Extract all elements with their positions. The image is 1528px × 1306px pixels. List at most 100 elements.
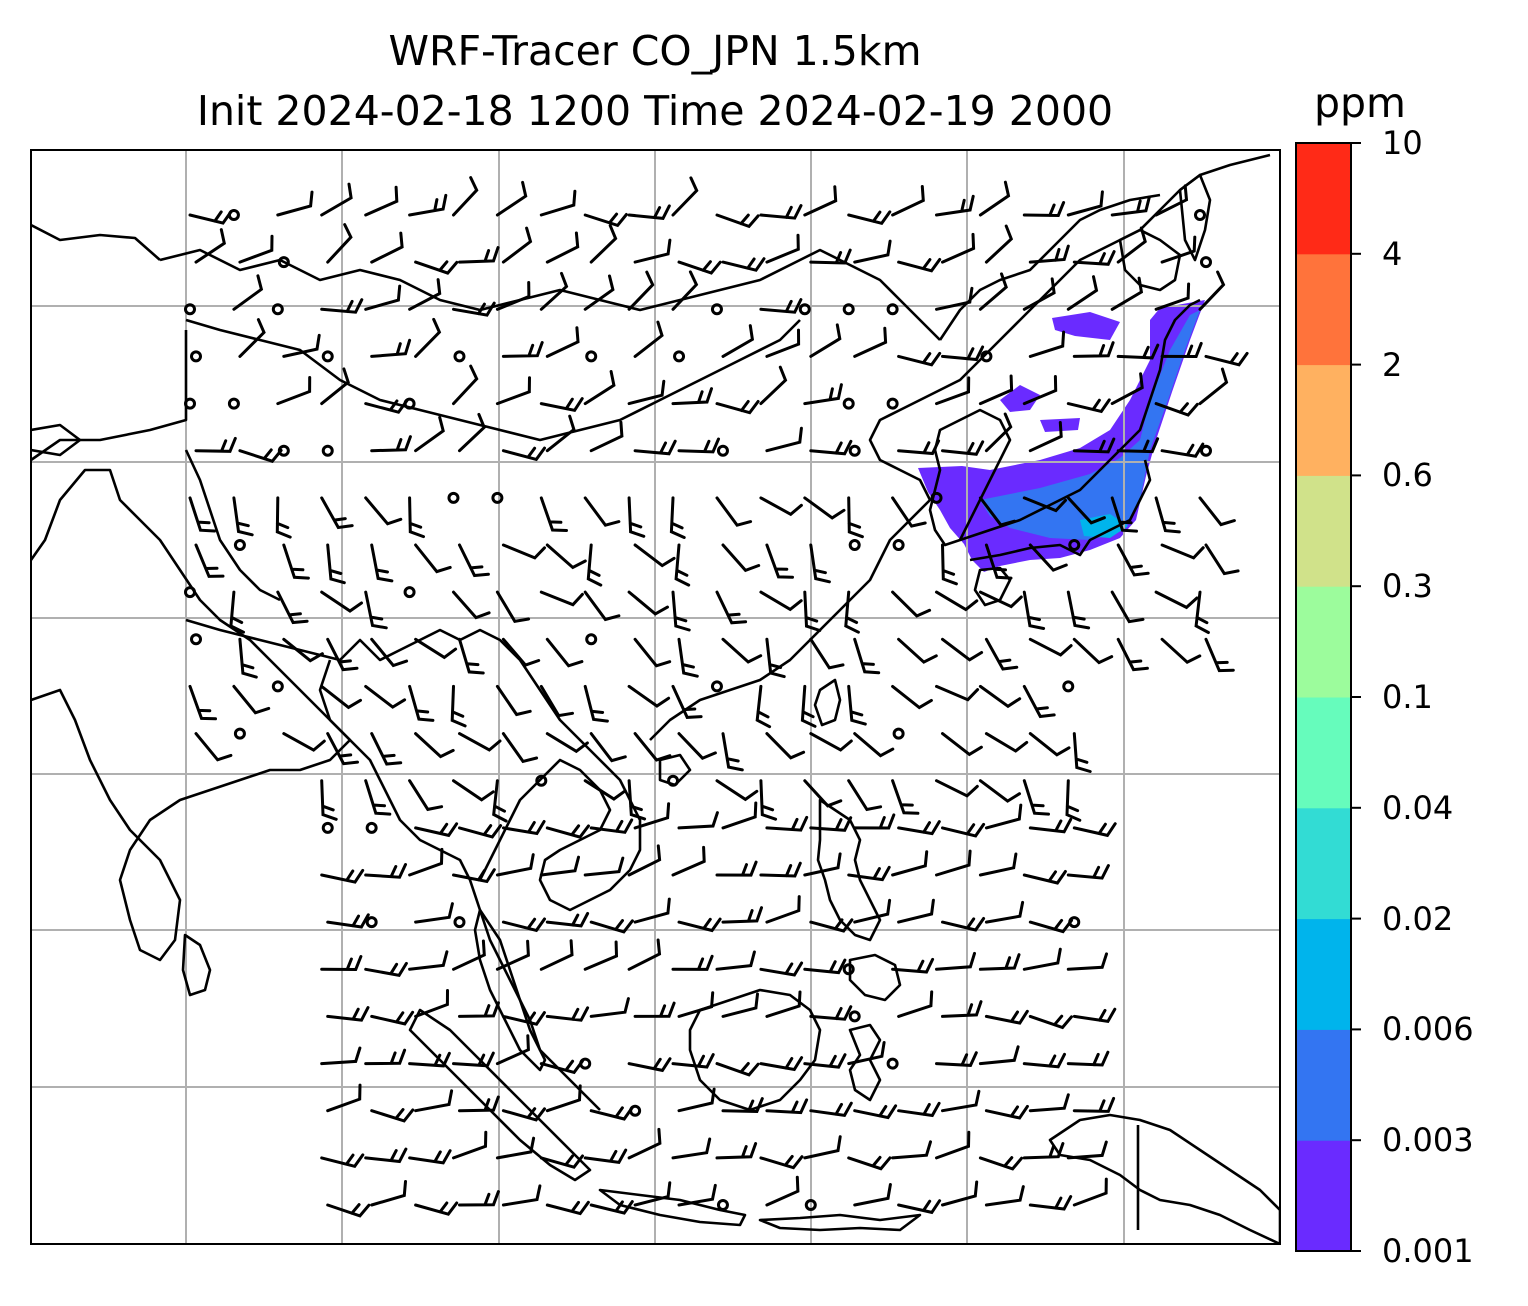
- wind-barb: [1154, 496, 1181, 534]
- wind-barb: [583, 684, 609, 723]
- wind-barb: [589, 420, 624, 453]
- wind-barb: [891, 496, 927, 528]
- colorbar-tick-label: 0.001: [1382, 1232, 1474, 1270]
- wind-barb: [1022, 684, 1056, 719]
- wind-barb: [721, 324, 755, 358]
- calm-wind-circle: [798, 303, 811, 316]
- wind-barb: [803, 852, 842, 877]
- wind-barb: [671, 387, 713, 406]
- wind-barb: [1028, 1093, 1070, 1113]
- wind-barb: [282, 732, 326, 752]
- wind-barb: [978, 496, 1016, 527]
- wind-barb: [414, 317, 442, 358]
- wind-barb: [677, 732, 717, 760]
- wind-barb: [238, 318, 266, 358]
- wind-barb: [408, 779, 444, 812]
- wind-barb: [847, 865, 891, 882]
- wind-barb: [370, 231, 404, 264]
- wind-barb: [941, 637, 984, 662]
- calm-wind-circle: [710, 303, 723, 316]
- wind-barb: [583, 1148, 628, 1165]
- calm-wind-circle: [277, 444, 290, 457]
- wind-barb: [188, 496, 216, 533]
- india-coast: [31, 468, 352, 962]
- wind-barb: [495, 281, 531, 311]
- wind-barb: [633, 637, 672, 668]
- wind-barb: [408, 1149, 452, 1165]
- wind-barb: [282, 637, 324, 663]
- wind-barb: [897, 351, 942, 367]
- wind-barb: [633, 1001, 676, 1018]
- wind-barb: [891, 1140, 932, 1160]
- wind-barb: [326, 1203, 371, 1218]
- wind-barb: [671, 1137, 712, 1160]
- wind-barb: [501, 637, 541, 667]
- wind-barb: [935, 194, 975, 217]
- wind-barb: [627, 496, 646, 538]
- wind-barb: [545, 824, 590, 839]
- bangladesh-myanmar: [318, 659, 601, 1111]
- calm-wind-circle: [886, 303, 899, 316]
- wind-barb: [1116, 226, 1147, 264]
- wind-barb: [320, 367, 350, 406]
- wind-barb: [935, 286, 974, 311]
- wind-barb: [276, 376, 312, 406]
- wind-barb: [765, 328, 801, 358]
- wind-barb: [677, 637, 699, 678]
- colorbar-band: [1296, 475, 1351, 587]
- sakhalin: [1178, 173, 1212, 262]
- taiwan: [813, 678, 842, 727]
- wind-barb: [370, 637, 409, 668]
- plume-high-cell: [1080, 514, 1128, 538]
- wind-barb: [408, 847, 444, 877]
- wind-barb: [984, 732, 1029, 753]
- wind-barb: [583, 370, 616, 406]
- calm-wind-circle: [453, 916, 466, 929]
- wind-barb: [759, 1154, 804, 1170]
- wind-barb: [1065, 779, 1082, 822]
- wind-barb: [803, 1135, 842, 1160]
- wind-barb: [891, 850, 929, 877]
- malay-peninsula: [473, 908, 547, 1072]
- wind-barb: [364, 779, 392, 816]
- wind-barb: [1116, 343, 1160, 360]
- wind-barb: [853, 1104, 898, 1120]
- wind-barb: [715, 213, 760, 229]
- wind-barb: [586, 543, 603, 587]
- wind-barb: [1022, 947, 1062, 971]
- calm-wind-circle: [842, 303, 855, 316]
- wind-barb: [765, 732, 806, 760]
- wind-barb: [539, 271, 569, 311]
- wind-barb: [492, 779, 508, 823]
- wind-barb: [320, 298, 364, 314]
- plume-korea: [1000, 385, 1040, 412]
- wind-barb: [1028, 732, 1071, 757]
- wind-barb: [545, 637, 584, 668]
- wind-barb: [984, 1185, 1025, 1207]
- wind-barb: [677, 1087, 716, 1113]
- wind-barb: [370, 1180, 407, 1207]
- wind-barb: [501, 732, 539, 764]
- wind-barb: [1028, 330, 1066, 358]
- wind-barb: [941, 1089, 981, 1113]
- wind-barb: [765, 233, 800, 264]
- wind-barb: [809, 637, 845, 670]
- wind-barb: [677, 1183, 717, 1207]
- wind-barb: [809, 816, 853, 832]
- china-inner-border: [185, 318, 801, 442]
- wind-barb: [539, 397, 584, 412]
- colorbar-band: [1296, 143, 1351, 255]
- calm-wind-circle: [491, 491, 504, 504]
- wind-barb: [1022, 496, 1067, 513]
- wind-barb: [633, 320, 664, 358]
- wind-barb: [1072, 250, 1116, 266]
- wind-barb: [458, 637, 485, 675]
- wind-barb: [765, 1175, 800, 1207]
- wind-barb: [545, 1006, 590, 1022]
- wind-barb: [759, 298, 803, 314]
- wind-barb: [1110, 590, 1145, 624]
- wind-barb: [1028, 1195, 1073, 1211]
- wind-barb: [627, 779, 647, 821]
- colorbar-band: [1296, 1140, 1351, 1252]
- wind-barb: [370, 543, 394, 583]
